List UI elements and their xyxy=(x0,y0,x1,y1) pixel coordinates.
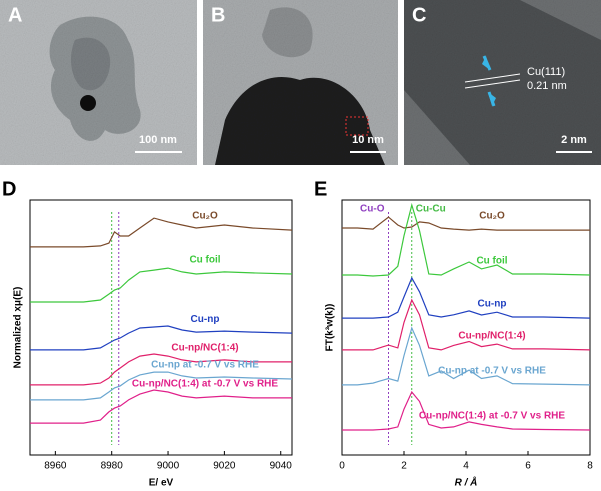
y-axis-label: Normalized xμ(E) xyxy=(13,287,24,369)
x-axis-label: E/ eV xyxy=(149,478,174,489)
x-tick-label: 8 xyxy=(587,461,593,472)
spectrum-line xyxy=(342,326,591,386)
series-label: Cu₂O xyxy=(479,211,505,222)
x-tick-label: 0 xyxy=(339,461,345,472)
lattice-line xyxy=(464,73,521,83)
scale-bar-label: 10 nm xyxy=(352,134,384,146)
series-label: Cu-np xyxy=(191,314,220,325)
spectrum-line xyxy=(30,217,293,248)
spectrum-line xyxy=(342,298,591,351)
lattice-line xyxy=(464,79,521,89)
series-label: Cu-np xyxy=(478,299,507,310)
series-label: Cu foil xyxy=(189,255,220,266)
panel-letter: B xyxy=(211,4,225,26)
x-tick-label: 9000 xyxy=(157,461,180,472)
spectrum-line xyxy=(30,325,293,351)
x-tick-label: 9020 xyxy=(213,461,236,472)
x-tick-label: 2 xyxy=(401,461,407,472)
annotation: Cu(111) xyxy=(527,66,565,78)
panel-letter: D xyxy=(2,178,16,200)
x-tick-label: 6 xyxy=(525,461,531,472)
reference-label: Cu-O xyxy=(360,204,385,215)
scale-bar-label: 100 nm xyxy=(139,134,177,146)
arrow xyxy=(487,91,496,107)
spectrum-line xyxy=(30,267,293,303)
tem-image-a xyxy=(0,0,197,165)
reference-label: Cu-Cu xyxy=(416,204,446,215)
x-tick-label: 9040 xyxy=(270,461,293,472)
panel-letter: C xyxy=(412,4,426,26)
series-label: Cu₂O xyxy=(192,211,218,222)
series-label: Cu-np at -0.7 V vs RHE xyxy=(438,366,546,377)
x-axis-label: R / Å xyxy=(455,476,478,489)
spectrum-line xyxy=(30,353,292,386)
x-tick-label: 8960 xyxy=(44,461,67,472)
plot-frame xyxy=(29,199,293,456)
spectrum-line xyxy=(342,390,591,431)
panel-letter: A xyxy=(8,4,22,26)
series-label: Cu-np/NC(1:4) at -0.7 V vs RHE xyxy=(419,411,565,422)
spectrum-line xyxy=(30,389,292,424)
y-axis-label: FT(k³w(k)) xyxy=(325,304,336,352)
series-label: Cu foil xyxy=(476,256,507,267)
spectrum-line xyxy=(342,202,591,277)
scale-bar-label: 2 nm xyxy=(561,134,587,146)
series-label: Cu-np/NC(1:4) xyxy=(458,331,525,342)
x-tick-label: 4 xyxy=(463,461,469,472)
spectrum-line xyxy=(342,276,591,319)
spectrum-line xyxy=(342,216,590,231)
annotation: 0.21 nm xyxy=(527,80,567,92)
arrow xyxy=(482,55,492,71)
panel-letter: E xyxy=(314,178,327,200)
spectrum-line xyxy=(30,371,293,401)
series-label: Cu-np/NC(1:4) xyxy=(171,343,238,354)
x-tick-label: 8980 xyxy=(101,461,124,472)
series-label: Cu-np at -0.7 V vs RHE xyxy=(151,360,259,371)
series-label: Cu-np/NC(1:4) at -0.7 V vs RHE xyxy=(132,379,278,390)
tem-image-b xyxy=(203,0,398,165)
